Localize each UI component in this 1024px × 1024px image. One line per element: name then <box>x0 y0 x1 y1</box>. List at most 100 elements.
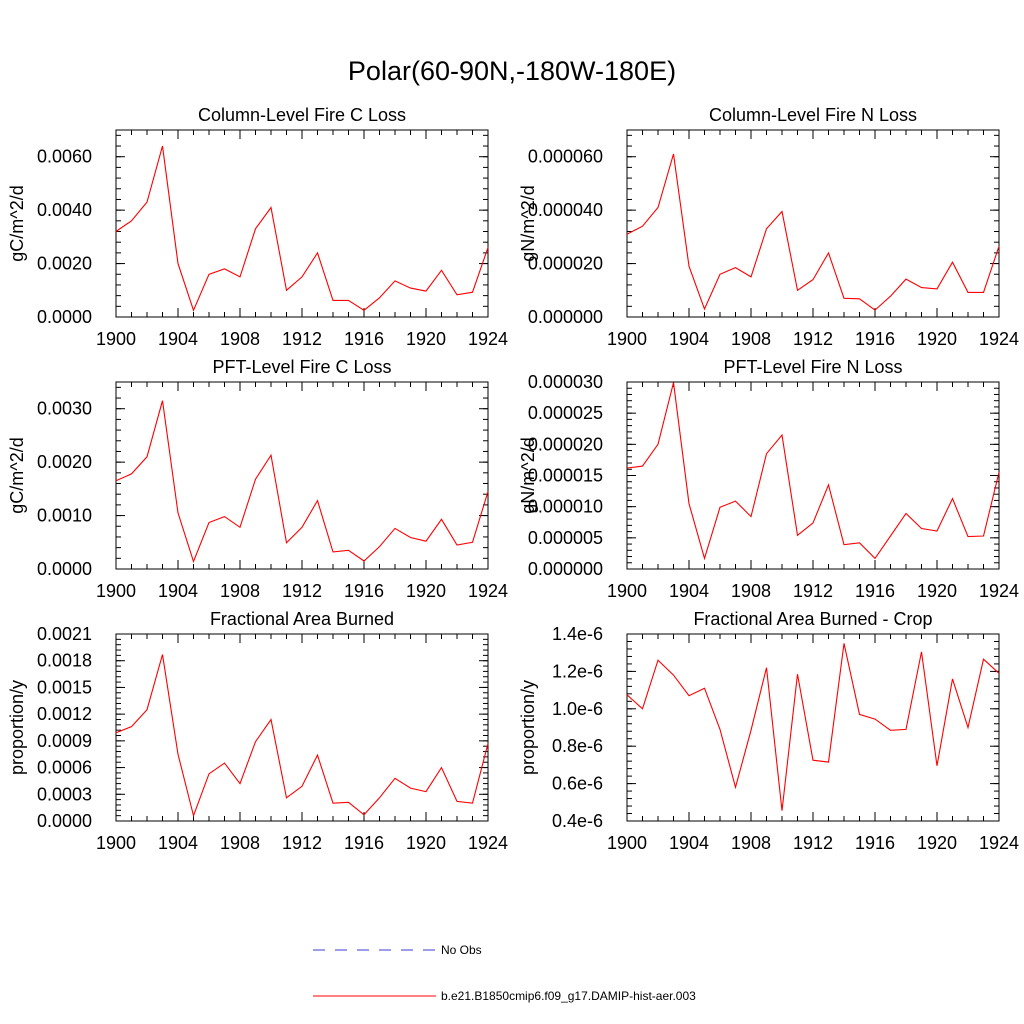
y-tick-label: 0.0015 <box>37 677 92 697</box>
y-axis-label: gN/m^2/d <box>518 437 538 513</box>
y-axis-label: gC/m^2/d <box>7 437 27 513</box>
series-line <box>626 643 1000 811</box>
y-tick-label: 0.000060 <box>528 147 603 167</box>
x-tick-label: 1916 <box>855 329 895 349</box>
y-tick-label: 0.0040 <box>37 200 92 220</box>
y-tick-label: 0.0009 <box>37 731 92 751</box>
legend: No Obs b.e21.B1850cmip6.f09_g17.DAMIP-hi… <box>313 943 696 1003</box>
x-tick-label: 1904 <box>669 329 709 349</box>
y-tick-label: 1.2e-6 <box>552 661 603 681</box>
y-tick-label: 0.0020 <box>37 254 92 274</box>
x-tick-label: 1900 <box>96 329 136 349</box>
y-axis-label: gC/m^2/d <box>7 185 27 261</box>
panel-3: PFT-Level Fire C Loss gC/m^2/d 1900 1904 190… <box>7 357 508 601</box>
series-line <box>115 145 489 312</box>
panel-6: Fractional Area Burned - Crop proportion/… <box>518 609 1019 853</box>
plot-frame <box>115 633 489 822</box>
x-tick-label: 1900 <box>607 581 647 601</box>
y-tick-label: 0.000025 <box>528 403 603 423</box>
main-title: Polar(60-90N,-180W-180E) <box>347 56 677 86</box>
x-tick-label: 1912 <box>793 833 833 853</box>
x-tick-label: 1924 <box>468 581 508 601</box>
x-tick-label: 1912 <box>282 329 322 349</box>
x-tick-label: 1908 <box>220 581 260 601</box>
y-tick-label: 0.000030 <box>528 372 603 392</box>
x-tick-label: 1916 <box>344 329 384 349</box>
x-tick-label: 1900 <box>96 581 136 601</box>
x-tick-label: 1920 <box>917 833 957 853</box>
y-tick-label: 0.8e-6 <box>552 736 603 756</box>
x-tick-label: 1924 <box>468 329 508 349</box>
x-tick-label: 1904 <box>158 833 198 853</box>
x-tick-label: 1920 <box>406 581 446 601</box>
y-tick-label: 0.4e-6 <box>552 811 603 831</box>
x-tick-label: 1908 <box>731 581 771 601</box>
x-tick-label: 1912 <box>793 329 833 349</box>
x-tick-label: 1900 <box>96 833 136 853</box>
x-tick-label: 1912 <box>793 581 833 601</box>
x-tick-label: 1904 <box>158 581 198 601</box>
y-tick-label: 0.000000 <box>528 307 603 327</box>
x-tick-label: 1924 <box>468 833 508 853</box>
x-tick-label: 1908 <box>731 329 771 349</box>
x-tick-label: 1924 <box>979 581 1019 601</box>
x-tick-label: 1900 <box>607 833 647 853</box>
y-axis-label: proportion/y <box>518 680 538 775</box>
y-tick-label: 0.000020 <box>528 254 603 274</box>
panel-1: Column-Level Fire C Loss gC/m^2/d 1900 1904… <box>7 105 508 349</box>
y-tick-label: 0.0003 <box>37 784 92 804</box>
x-tick-label: 1920 <box>917 329 957 349</box>
x-tick-label: 1924 <box>979 329 1019 349</box>
y-tick-label: 0.000015 <box>528 466 603 486</box>
plot-frame <box>115 381 489 570</box>
panel-2: Column-Level Fire N Loss gN/m^2/d 1900 1904… <box>518 105 1019 349</box>
series-line <box>115 654 489 818</box>
series-line <box>626 382 1000 561</box>
plot-frame <box>115 129 489 318</box>
x-tick-label: 1912 <box>282 833 322 853</box>
x-tick-label: 1904 <box>158 329 198 349</box>
series-line <box>115 400 489 564</box>
y-tick-label: 0.0000 <box>37 811 92 831</box>
x-tick-label: 1904 <box>669 581 709 601</box>
y-tick-label: 1.4e-6 <box>552 624 603 644</box>
series-line <box>626 153 1000 311</box>
x-tick-label: 1908 <box>731 833 771 853</box>
y-tick-label: 0.6e-6 <box>552 774 603 794</box>
y-tick-label: 0.0012 <box>37 704 92 724</box>
panel-title: Column-Level Fire C Loss <box>198 105 406 125</box>
y-axis-label: gN/m^2/d <box>518 185 538 261</box>
y-tick-label: 0.000000 <box>528 559 603 579</box>
y-tick-label: 0.000020 <box>528 434 603 454</box>
x-tick-label: 1920 <box>917 581 957 601</box>
x-tick-label: 1908 <box>220 329 260 349</box>
y-axis-label: proportion/y <box>7 680 27 775</box>
legend-model-label: b.e21.B1850cmip6.f09_g17.DAMIP-hist-aer.… <box>441 989 696 1003</box>
x-tick-label: 1912 <box>282 581 322 601</box>
panel-5: Fractional Area Burned proportion/y 1900 19… <box>7 609 508 853</box>
x-tick-label: 1916 <box>855 581 895 601</box>
y-tick-label: 0.000010 <box>528 497 603 517</box>
panel-title: PFT-Level Fire N Loss <box>723 357 902 377</box>
x-tick-label: 1916 <box>344 833 384 853</box>
x-tick-label: 1908 <box>220 833 260 853</box>
y-tick-label: 0.0021 <box>37 624 92 644</box>
y-tick-label: 0.0010 <box>37 506 92 526</box>
y-tick-label: 0.0018 <box>37 651 92 671</box>
panel-title: Fractional Area Burned <box>210 609 394 629</box>
y-tick-label: 0.000005 <box>528 528 603 548</box>
x-tick-label: 1916 <box>855 833 895 853</box>
x-tick-label: 1920 <box>406 833 446 853</box>
x-tick-label: 1924 <box>979 833 1019 853</box>
panel-4: PFT-Level Fire N Loss gN/m^2/d 1900 1904 190… <box>518 357 1019 601</box>
x-tick-label: 1904 <box>669 833 709 853</box>
y-tick-label: 0.000040 <box>528 200 603 220</box>
legend-obs-label: No Obs <box>441 943 482 957</box>
plot-frame <box>626 381 1000 570</box>
panel-title: PFT-Level Fire C Loss <box>212 357 391 377</box>
plot-frame <box>626 633 1000 822</box>
y-tick-label: 0.0006 <box>37 758 92 778</box>
panels-group: Column-Level Fire C Loss gC/m^2/d 1900 1904… <box>7 105 1019 853</box>
x-tick-label: 1920 <box>406 329 446 349</box>
